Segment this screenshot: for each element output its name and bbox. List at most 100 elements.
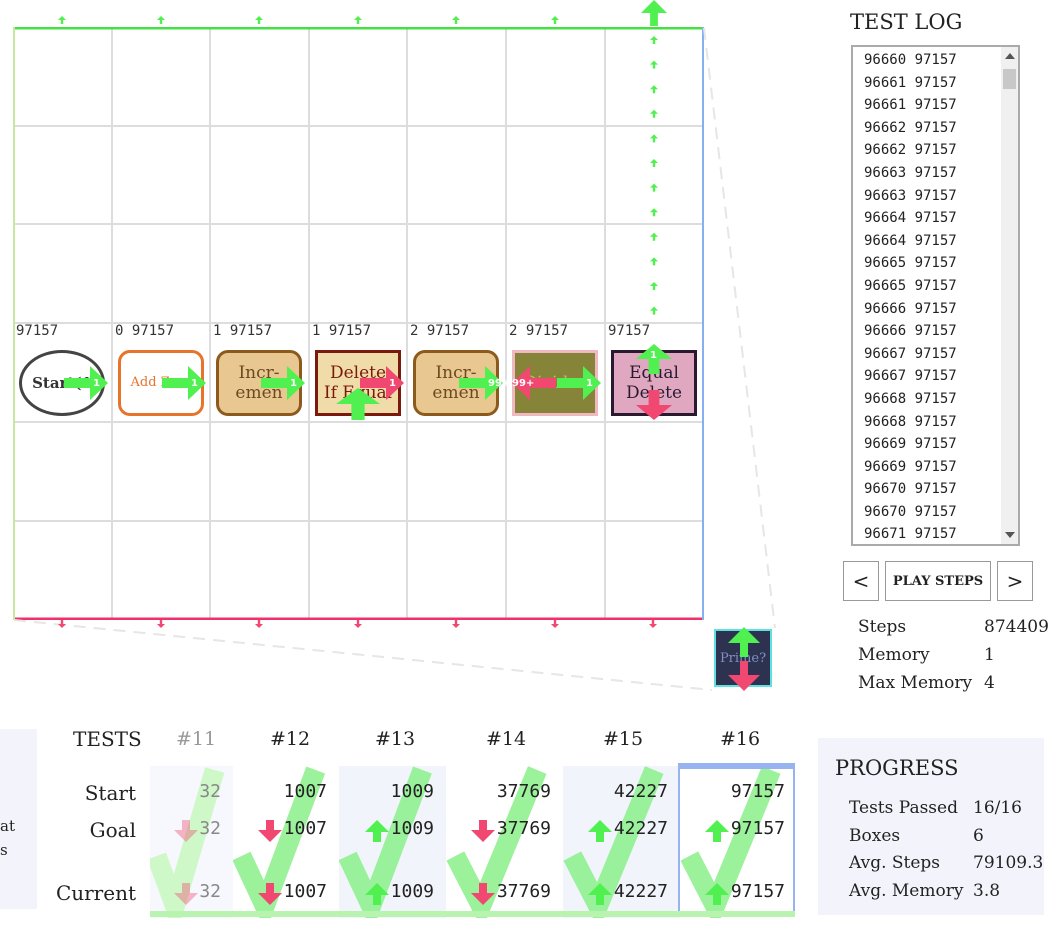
log-line: 96663 97157: [864, 164, 957, 181]
program-box-label: Incr- emen: [432, 363, 480, 403]
log-line: 96670 97157: [864, 503, 957, 520]
prime-box-label: Prime?: [719, 650, 767, 666]
progress-tests-passed-label: Tests Passed: [849, 798, 958, 818]
test-goal-value: 37769: [496, 818, 551, 839]
program-box-label: Divider: [523, 373, 587, 393]
goal-up-arrow-icon: [705, 820, 729, 842]
output-tick-icon: [58, 620, 66, 628]
progress-tests-passed-value: 16/16: [973, 798, 1022, 818]
log-line: 96671 97157: [864, 526, 957, 543]
stat-steps-label: Steps: [858, 617, 907, 637]
log-line: 96670 97157: [864, 481, 957, 498]
log-line: 96662 97157: [864, 119, 957, 136]
left-fragment-1: at: [0, 817, 15, 835]
cell-value-label: 1 97157: [213, 323, 273, 339]
program-box[interactable]: Divider: [512, 350, 598, 416]
cell-value-label: 2 97157: [410, 323, 470, 339]
progress-avg-steps-value: 79109.3: [973, 853, 1044, 873]
cell-value-label: 97157: [608, 323, 651, 339]
next-step-button[interactable]: >: [997, 561, 1033, 601]
goal-down-arrow-icon: [258, 883, 282, 905]
tests-title: TESTS: [73, 727, 142, 751]
check-mark-icon: [150, 767, 225, 918]
test-goal-value: 42227: [613, 818, 668, 839]
program-box[interactable]: Add Zero: [118, 350, 204, 416]
program-box-label: Delete If Equal: [323, 363, 393, 403]
program-board[interactable]: 97157 0 97157 1 97157 1 97157 2 97157 2 97157…: [13, 27, 704, 620]
check-mark-icon: [563, 766, 664, 918]
goal-down-arrow-icon: [174, 883, 198, 905]
test-start-value: 1009: [390, 781, 434, 802]
progress-panel: PROGRESS Tests Passed 16/16 Boxes 6 Avg.…: [818, 738, 1044, 915]
program-box-label: Start(1: [32, 374, 92, 392]
stat-max-memory-value: 4: [984, 673, 995, 693]
program-box[interactable]: Incr- emen: [216, 350, 302, 416]
prev-step-button[interactable]: <: [843, 561, 879, 601]
cell-value-label: 2 97157: [509, 323, 569, 339]
log-scroll-thumb[interactable]: [1003, 69, 1016, 89]
test-start-value: 42227: [613, 781, 668, 802]
log-line: 96668 97157: [864, 390, 957, 407]
input-tick-icon: [58, 16, 66, 24]
play-steps-button[interactable]: PLAY STEPS: [885, 561, 991, 601]
tests-left-panel: at s: [0, 729, 37, 909]
output-tick-icon: [551, 620, 559, 628]
scroll-up-icon[interactable]: [1005, 53, 1015, 59]
row-label-start: Start: [84, 781, 136, 805]
program-box[interactable]: Start(1: [19, 350, 105, 416]
log-line: 96662 97157: [864, 142, 957, 159]
log-line: 96661 97157: [864, 74, 957, 91]
goal-up-arrow-icon: [588, 820, 612, 842]
test-id-label[interactable]: #14: [486, 728, 527, 750]
program-box[interactable]: Incr- emen: [413, 350, 499, 416]
check-mark-icon: [339, 766, 432, 918]
test-current-value: 1009: [390, 881, 434, 902]
output-tick-icon: [255, 620, 263, 628]
log-line: 96660 97157: [864, 52, 957, 68]
row-label-goal: Goal: [89, 818, 136, 842]
test-id-label[interactable]: #15: [603, 728, 644, 750]
progress-avg-memory-label: Avg. Memory: [849, 881, 964, 901]
log-line: 96664 97157: [864, 210, 957, 227]
program-box[interactable]: Equal Delete: [611, 350, 697, 416]
stat-steps-value: 874409: [984, 617, 1049, 637]
program-box-label: Incr- emen: [235, 363, 283, 403]
progress-boxes-label: Boxes: [849, 826, 901, 846]
test-id-label[interactable]: #11: [176, 728, 217, 750]
input-tick-icon: [354, 16, 362, 24]
test-current-value: 37769: [496, 881, 551, 902]
stat-max-memory-label: Max Memory: [858, 673, 973, 693]
goal-down-arrow-icon: [174, 820, 198, 842]
input-tick-icon: [255, 16, 263, 24]
test-goal-value: 1009: [390, 818, 434, 839]
log-line: 96661 97157: [864, 97, 957, 114]
test-log[interactable]: 96660 97157 96661 97157 96661 97157 96662 9…: [851, 45, 1020, 546]
test-goal-value: 97157: [730, 818, 785, 839]
progress-avg-steps-label: Avg. Steps: [849, 853, 941, 873]
test-log-lines: 96660 97157 96661 97157 96661 97157 96662 9…: [853, 49, 1003, 544]
log-line: 96666 97157: [864, 323, 957, 340]
goal-up-arrow-icon: [365, 883, 389, 905]
prime-arrows: [728, 627, 760, 691]
goal-down-arrow-icon: [258, 820, 282, 842]
program-box[interactable]: Delete If Equal: [315, 350, 401, 416]
test-id-label[interactable]: #16: [720, 728, 761, 750]
log-line: 96665 97157: [864, 255, 957, 272]
output-tick-icon: [649, 620, 657, 628]
output-tick-icon: [157, 620, 165, 628]
top-output-arrow-icon: [641, 0, 667, 26]
goal-down-arrow-icon: [471, 820, 495, 842]
test-start-value: 1007: [283, 781, 327, 802]
test-start-value: 32: [199, 781, 221, 802]
log-scrollbar[interactable]: [1001, 47, 1018, 544]
log-line: 96667 97157: [864, 345, 957, 362]
log-line: 96666 97157: [864, 300, 957, 317]
log-line: 96669 97157: [864, 458, 957, 475]
scroll-down-icon[interactable]: [1005, 532, 1015, 538]
test-current-value: 32: [199, 881, 221, 902]
input-tick-icon: [452, 16, 460, 24]
output-tick-icon: [452, 620, 460, 628]
test-id-label[interactable]: #13: [375, 728, 416, 750]
log-line: 96663 97157: [864, 187, 957, 204]
test-id-label[interactable]: #12: [270, 728, 311, 750]
